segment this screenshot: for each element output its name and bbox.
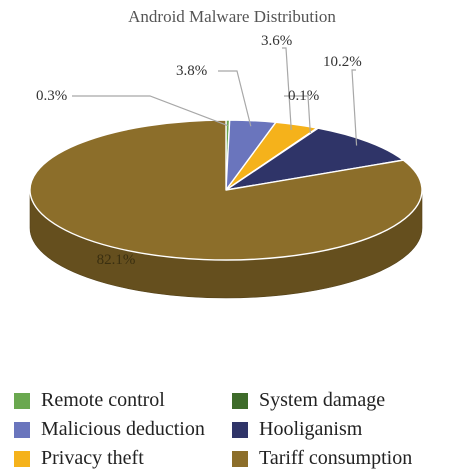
legend-item-system-damage: System damage — [232, 386, 470, 415]
pie-chart: Android Malware Distribution 0.3% 3.8% 3.6… — [29, 7, 423, 299]
leader-line-1 — [218, 70, 252, 127]
data-label-5: 82.1% — [97, 252, 136, 268]
legend-item-malicious-deduction: Malicious deduction — [14, 415, 232, 444]
leader-line-0 — [72, 95, 228, 127]
data-label-2: 3.6% — [261, 33, 292, 49]
legend-label: Privacy theft — [41, 447, 144, 469]
legend-label: System damage — [259, 389, 386, 411]
legend-item-tariff-consumption: Tariff consumption — [232, 444, 470, 473]
data-label-3: 0.1% — [288, 88, 319, 104]
legend-label: Tariff consumption — [259, 447, 413, 469]
legend-swatch — [14, 450, 30, 467]
legend-swatch — [232, 392, 248, 409]
legend-item-hooliganism: Hooliganism — [232, 415, 470, 444]
legend-label: Hooliganism — [259, 418, 363, 440]
legend-swatch — [232, 450, 248, 467]
legend-label: Remote control — [41, 389, 165, 411]
legend-swatch — [14, 392, 30, 409]
legend-item-privacy-theft: Privacy theft — [14, 444, 232, 473]
data-label-4: 10.2% — [323, 54, 362, 70]
data-label-0: 0.3% — [36, 88, 67, 104]
chart-title: Android Malware Distribution — [128, 7, 336, 26]
data-label-1: 3.8% — [176, 63, 207, 79]
legend-swatch — [232, 421, 248, 438]
leader-line-3 — [284, 95, 311, 134]
pie-slice-5 — [29, 119, 423, 261]
legend-label: Malicious deduction — [41, 418, 205, 440]
legend-swatch — [14, 421, 30, 438]
legend-item-remote-control: Remote control — [14, 386, 232, 415]
pie-layer: 0.3% 3.8% 3.6% 0.1% 10.2% 82.1% — [29, 33, 423, 299]
pie-slice-4 — [225, 127, 404, 191]
leader-line-2 — [282, 47, 292, 131]
leader-line-4 — [351, 69, 358, 146]
legend: Remote control System damage Malicious d… — [14, 386, 470, 473]
